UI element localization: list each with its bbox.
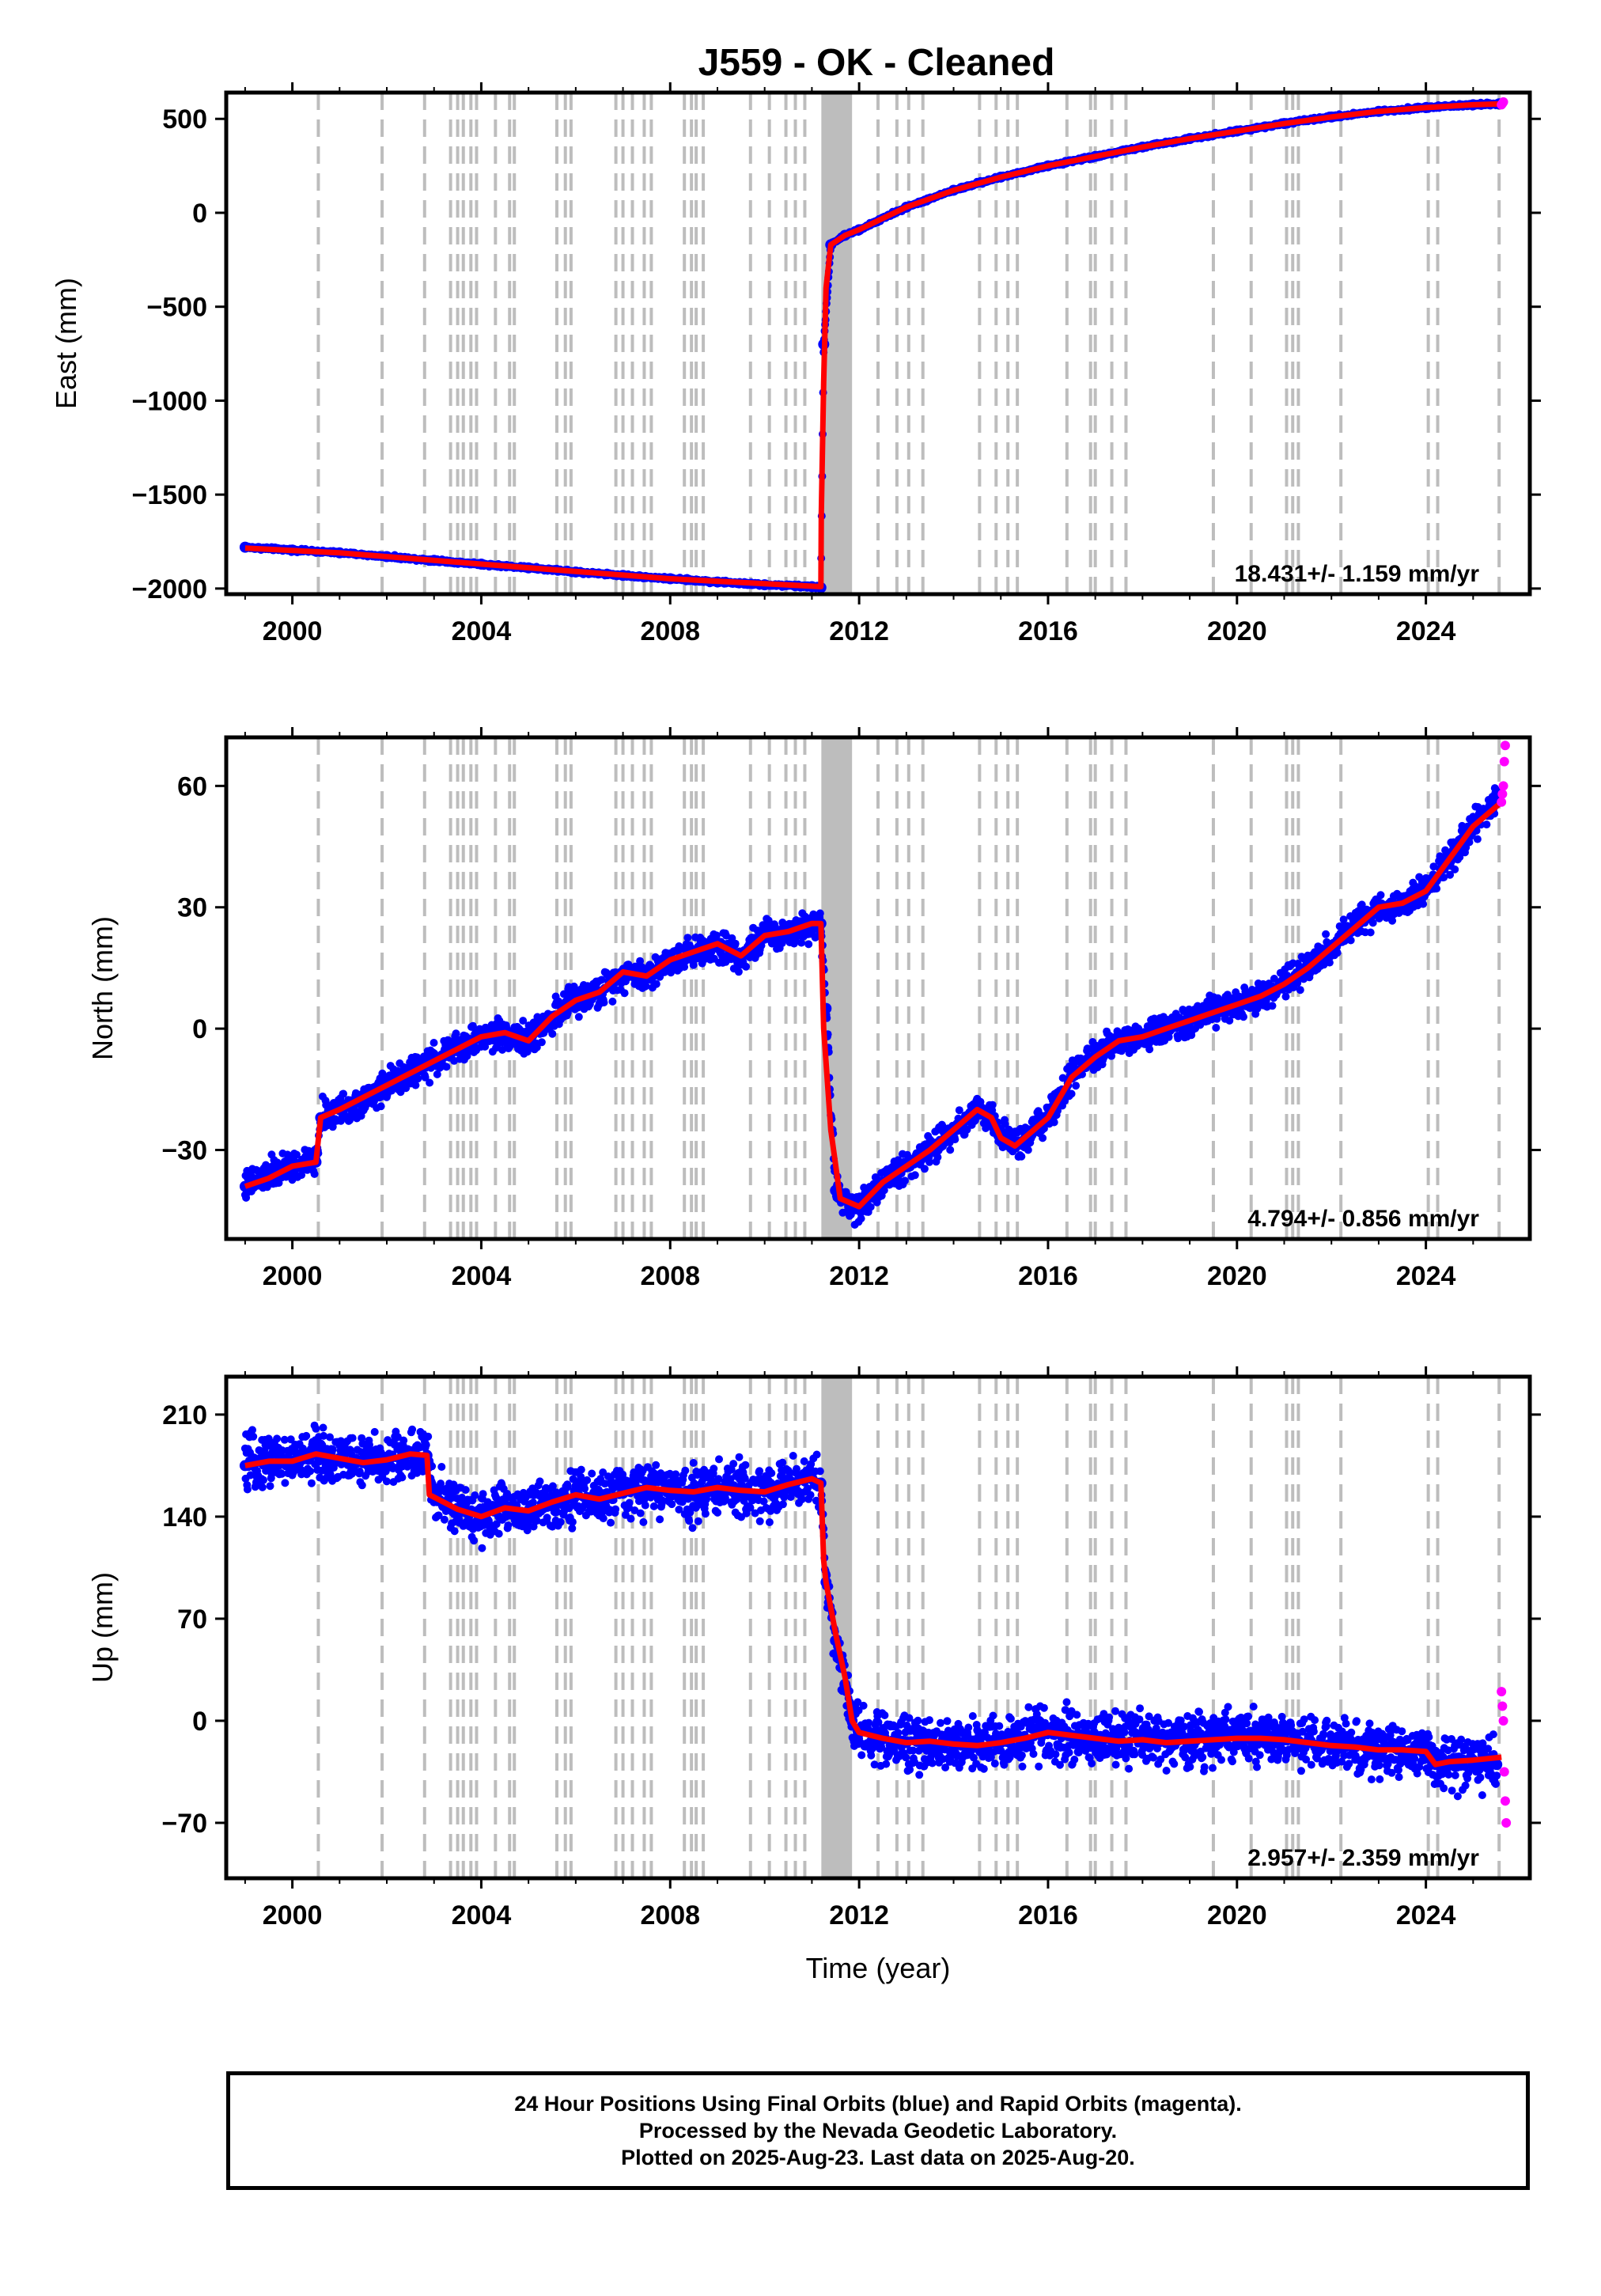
plot-area bbox=[239, 737, 1510, 1239]
final-orbit-point bbox=[652, 979, 660, 988]
final-orbit-point bbox=[1024, 1146, 1032, 1154]
y-tick-label: −500 bbox=[146, 293, 207, 323]
final-orbit-point bbox=[430, 1039, 438, 1047]
final-orbit-point bbox=[1268, 1002, 1277, 1010]
y-tick-label: −2000 bbox=[132, 574, 208, 604]
final-orbit-points bbox=[239, 784, 1503, 1229]
final-orbit-point bbox=[351, 1089, 360, 1097]
final-orbit-point bbox=[910, 1171, 919, 1180]
final-orbit-point bbox=[816, 909, 824, 918]
x-tick-label: 2012 bbox=[829, 616, 889, 646]
final-orbit-point bbox=[988, 1101, 997, 1109]
final-orbit-point bbox=[866, 1203, 875, 1211]
final-orbit-point bbox=[933, 1153, 942, 1161]
final-orbit-point bbox=[433, 1070, 441, 1078]
final-orbit-point bbox=[537, 1038, 546, 1047]
final-orbit-point bbox=[532, 1043, 541, 1051]
final-orbit-point bbox=[620, 989, 629, 998]
final-orbit-point bbox=[452, 1029, 460, 1038]
final-orbit-point bbox=[920, 1165, 929, 1173]
final-orbit-point bbox=[442, 1063, 451, 1071]
x-tick-label: 2024 bbox=[1396, 616, 1456, 646]
x-tick-label: 2004 bbox=[452, 616, 512, 646]
x-tick-label: 2000 bbox=[263, 616, 323, 646]
final-orbit-point bbox=[734, 968, 743, 976]
final-orbit-point bbox=[377, 1102, 385, 1111]
final-orbit-point bbox=[880, 1186, 888, 1195]
final-orbit-point bbox=[468, 1021, 477, 1030]
final-orbit-point bbox=[1107, 1051, 1116, 1060]
final-orbit-point bbox=[797, 938, 806, 947]
final-orbit-point bbox=[597, 976, 606, 984]
final-orbit-point bbox=[414, 1074, 422, 1083]
final-orbit-point bbox=[951, 1135, 959, 1144]
y-tick-label: −1000 bbox=[132, 386, 208, 416]
final-orbit-point bbox=[804, 940, 813, 949]
final-orbit-point bbox=[731, 939, 740, 948]
final-orbit-point bbox=[683, 934, 692, 942]
trend-line bbox=[244, 100, 1502, 589]
final-orbit-point bbox=[1281, 992, 1290, 1001]
final-orbit-point bbox=[946, 1146, 955, 1154]
panel-east: 2000 2004 2008 2012 2016 2020 2024 500 0 −500 −100… bbox=[50, 82, 1541, 646]
panel-north: 2000 2004 2008 2012 2016 2020 202460300−30Nort… bbox=[86, 727, 1541, 1291]
rapid-orbit-point bbox=[1498, 97, 1508, 107]
final-orbit-point bbox=[636, 957, 645, 965]
final-orbit-point bbox=[925, 1157, 933, 1166]
final-orbit-points bbox=[239, 98, 1505, 593]
final-orbit-point bbox=[1039, 1134, 1047, 1142]
x-tick-label: 2020 bbox=[1207, 616, 1267, 646]
final-orbit-point bbox=[600, 998, 608, 1007]
final-orbit-point bbox=[857, 1214, 865, 1223]
final-orbit-point bbox=[426, 1078, 434, 1087]
figure-title: J559 - OK - Cleaned bbox=[698, 42, 1055, 84]
final-orbit-point bbox=[411, 1081, 420, 1089]
y-tick-label: −1500 bbox=[132, 480, 208, 510]
velocity-annotation: 18.431+/- 1.159 mm/yr bbox=[1235, 561, 1480, 587]
x-tick-label: 2008 bbox=[640, 616, 700, 646]
final-orbit-point bbox=[1212, 1024, 1221, 1032]
final-orbit-point bbox=[574, 1013, 583, 1021]
y-axis-label: East (mm) bbox=[50, 278, 82, 409]
final-orbit-point bbox=[310, 1169, 319, 1178]
y-tick-label: 0 bbox=[192, 199, 207, 229]
final-orbit-point bbox=[1039, 1124, 1048, 1133]
final-orbit-point bbox=[901, 1176, 909, 1185]
final-orbit-point bbox=[955, 1106, 963, 1115]
final-orbit-point bbox=[1225, 1017, 1234, 1025]
final-orbit-point bbox=[1145, 1045, 1154, 1054]
final-orbit-point bbox=[742, 962, 751, 971]
final-orbit-point bbox=[519, 1017, 528, 1025]
x-tick-label: 2016 bbox=[1018, 616, 1078, 646]
final-orbit-point bbox=[1017, 1152, 1026, 1161]
panel-frame bbox=[224, 90, 1532, 597]
final-orbit-point bbox=[339, 1089, 348, 1098]
final-orbit-point bbox=[712, 931, 721, 940]
final-orbit-point bbox=[1001, 1120, 1009, 1128]
final-orbit-point bbox=[608, 997, 617, 1006]
final-orbit-point bbox=[548, 1029, 557, 1038]
final-orbit-point bbox=[421, 1073, 430, 1082]
final-orbit-point bbox=[660, 968, 669, 976]
final-orbit-point bbox=[1072, 1082, 1081, 1090]
final-orbit-point bbox=[1247, 1003, 1256, 1012]
final-orbit-point bbox=[1067, 1089, 1076, 1098]
final-orbit-point bbox=[1240, 1013, 1247, 1021]
plot-area bbox=[239, 93, 1508, 594]
final-orbit-point bbox=[293, 1150, 301, 1159]
y-tick-label: 500 bbox=[162, 104, 207, 135]
